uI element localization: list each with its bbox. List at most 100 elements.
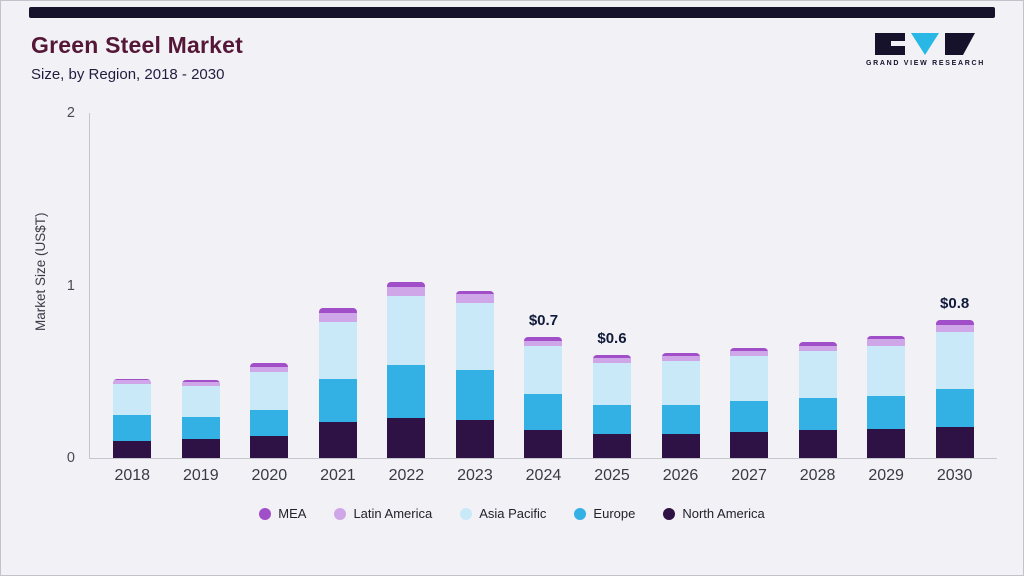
bar-segment-latin-america [455,294,494,303]
legend-label-north-america: North America [682,506,765,521]
bar-segment-mea [455,290,494,295]
bar-segment-mea [867,335,906,339]
bar-column-2026: 2026 [646,113,715,484]
bar-segment-mea [730,347,769,352]
bar-segment-mea [935,320,974,326]
gvr-logo: GRAND VIEW RESEARCH [866,32,985,67]
legend-label-europe: Europe [593,506,636,521]
legend-swatch-latin-america [334,507,347,520]
plot-wrapper: 0 1 2 2018 2019 2020 2021 2022 2023 $0.7 2024 $0.6… [67,105,997,484]
legend: MEA Latin America Asia Pacific Europe North … [1,506,1023,521]
x-tick-2020: 2020 [251,467,288,484]
bar-segment-asia-pacific [935,332,974,389]
bar-segment-asia-pacific [661,361,700,405]
bar-segment-latin-america [798,345,837,352]
x-tick-2028: 2028 [799,467,836,484]
bar-segment-north-america [935,426,974,458]
x-tick-2022: 2022 [388,467,425,484]
bar-segment-asia-pacific [181,385,220,417]
bar-segment-mea [592,354,631,358]
bar-column-2030: $0.8 2030 [920,113,989,484]
bar-segment-latin-america [592,357,631,364]
bar-segment-asia-pacific [455,302,494,370]
title-block: Green Steel Market Size, by Region, 2018… [31,32,243,83]
x-tick-2025: 2025 [594,467,630,484]
x-tick-2023: 2023 [457,467,493,484]
bar-segment-latin-america [113,380,152,384]
legend-swatch-north-america [663,507,676,520]
bar-segment-north-america [592,433,631,458]
bar-segment-asia-pacific [867,345,906,396]
bar-segment-europe [455,370,494,421]
legend-swatch-mea [259,507,272,520]
bar-segment-mea [661,352,700,357]
bar-segment-latin-america [661,356,700,362]
bar-segment-mea [250,363,289,367]
y-axis-ticks: 0 1 2 [53,105,83,466]
x-tick-2027: 2027 [731,467,767,484]
bar-segment-asia-pacific [387,295,426,365]
bar-segment-north-america [455,420,494,458]
bar-column-2022: 2022 [372,113,441,484]
page-title: Green Steel Market [31,32,243,58]
chart: Market Size (US$T) 0 1 2 2018 2019 2020 2021 2… [31,105,997,484]
bar-segment-mea [798,342,837,346]
legend-label-latin-america: Latin America [353,506,433,521]
bar-segment-latin-america [730,351,769,357]
legend-item-latin-america: Latin America [334,506,432,521]
bar-segment-europe [113,414,152,441]
value-label-2030: $0.8 [940,295,970,312]
bar-segment-asia-pacific [524,345,563,395]
bar-segment-north-america [387,418,426,458]
bar-segment-asia-pacific [592,363,631,405]
legend-item-mea: MEA [259,506,306,521]
bar-segment-europe [250,409,289,436]
bar-segment-latin-america [524,340,563,346]
bar-segment-europe [181,416,220,439]
bar-column-2027: 2027 [715,113,784,484]
bar-column-2021: 2021 [304,113,373,484]
legend-item-europe: Europe [574,506,635,521]
bar-segment-europe [387,364,426,419]
bar-segment-asia-pacific [250,371,289,410]
gvr-logo-text: GRAND VIEW RESEARCH [865,60,985,67]
header: Green Steel Market Size, by Region, 2018… [1,18,1023,83]
bar-segment-asia-pacific [318,321,357,379]
bar-segment-europe [524,394,563,431]
top-accent-bar [29,7,995,18]
y-axis-title: Market Size (US$T) [33,212,48,331]
bar-segment-europe [867,395,906,429]
bar-column-2029: 2029 [852,113,921,484]
bar-segment-north-america [181,439,220,458]
bar-segment-latin-america [318,313,357,322]
legend-label-mea: MEA [278,506,307,521]
bar-column-2018: 2018 [98,113,167,484]
bar-segment-europe [592,404,631,434]
bar-segment-asia-pacific [730,356,769,402]
bar-segment-latin-america [250,366,289,372]
bar-segment-europe [318,378,357,422]
gvr-logo-mark-icon [875,33,976,55]
x-tick-2030: 2030 [936,467,973,484]
bar-segment-north-america [867,428,906,458]
bar-column-2024: $0.7 2024 [509,113,578,484]
bar-column-2020: 2020 [235,113,304,484]
bar-segment-latin-america [181,382,220,386]
legend-item-asia-pacific: Asia Pacific [460,506,546,521]
page-subtitle: Size, by Region, 2018 - 2030 [31,66,225,83]
plot-area: 2018 2019 2020 2021 2022 2023 $0.7 2024 $0.6 2025… [89,113,997,484]
bar-segment-europe [798,397,837,431]
bar-segment-north-america [318,421,357,458]
bar-segment-latin-america [867,338,906,346]
bar-segment-europe [730,401,769,433]
bar-segment-north-america [113,440,152,458]
legend-swatch-europe [574,507,587,520]
legend-label-asia-pacific: Asia Pacific [479,506,547,521]
bar-segment-asia-pacific [113,383,152,415]
y-tick-2: 2 [66,105,75,121]
bar-column-2023: 2023 [441,113,510,484]
x-tick-2018: 2018 [114,467,151,484]
y-tick-1: 1 [66,277,75,294]
bar-segment-mea [318,307,357,314]
